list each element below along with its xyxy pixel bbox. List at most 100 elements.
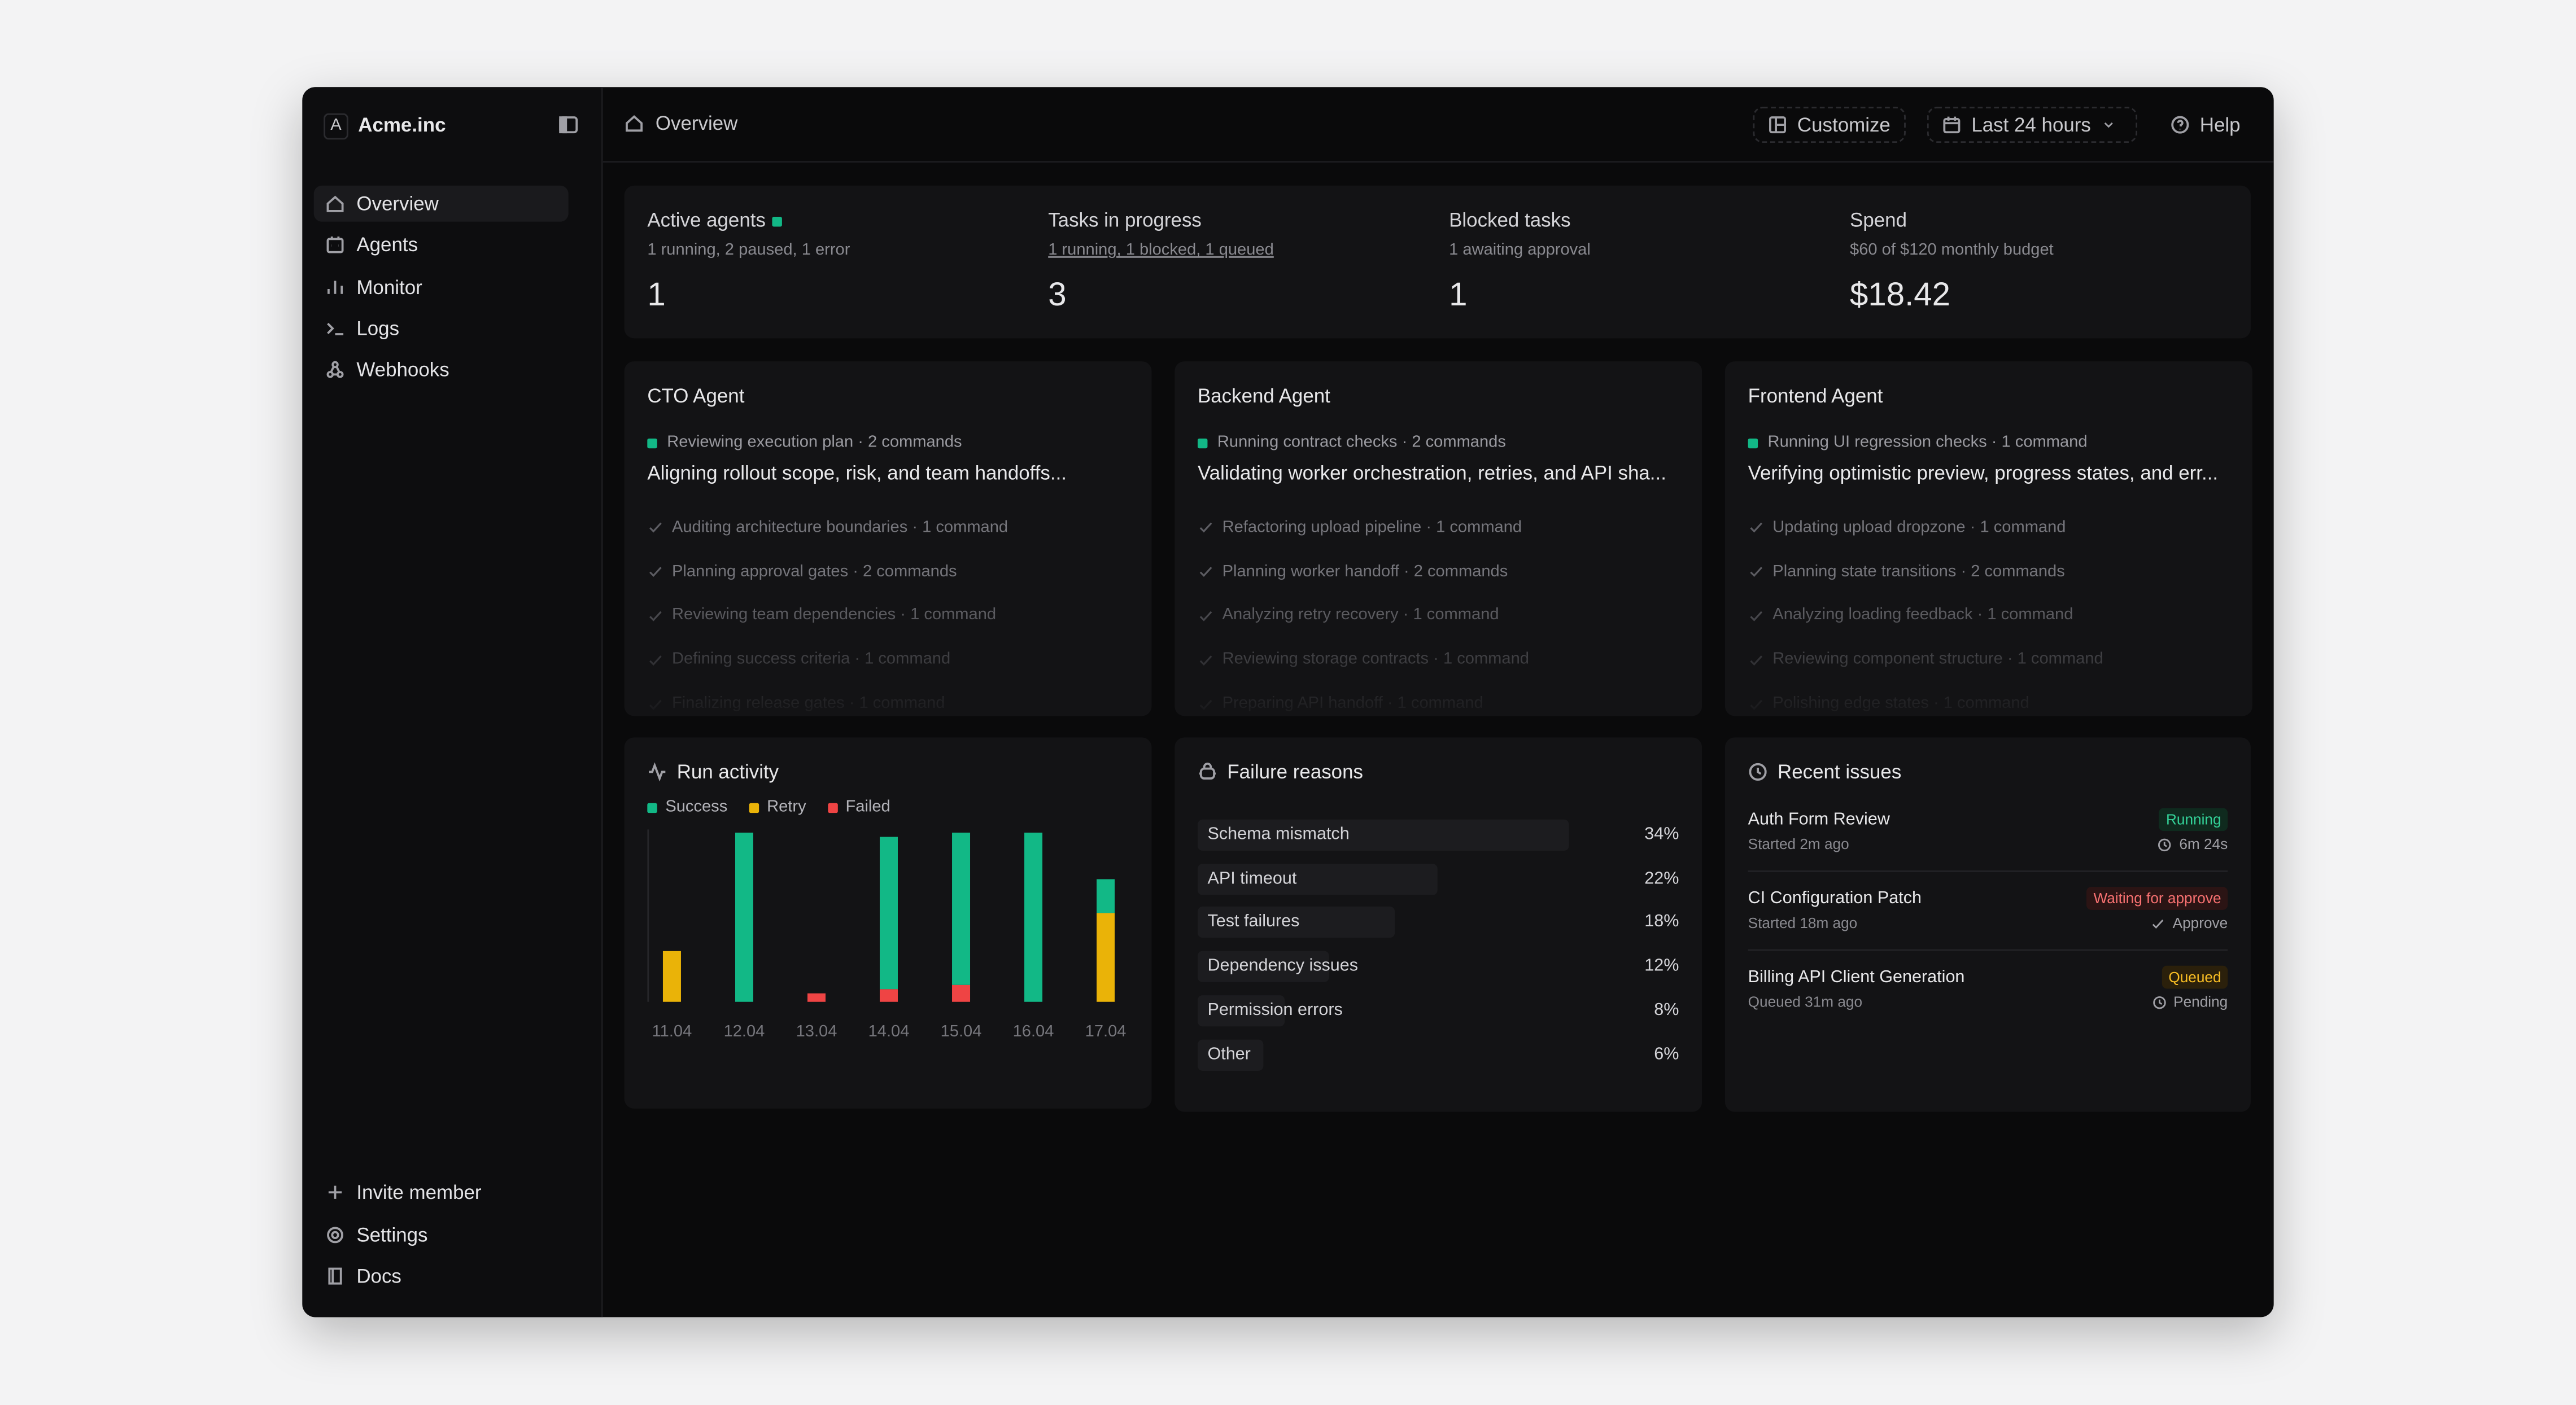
issue-title[interactable]: Billing API Client Generation	[1748, 967, 1965, 987]
card-title: Failure reasons	[1198, 760, 1363, 784]
bar-segment	[880, 989, 898, 1002]
icon-part	[1199, 767, 1215, 780]
step-text: Refactoring upload pipeline · 1 command	[1222, 519, 1522, 537]
button-label: Help	[2199, 113, 2241, 137]
nav-item[interactable]: Logs	[314, 310, 569, 347]
icon-part	[649, 567, 662, 577]
sidebar-toggle[interactable]	[558, 115, 578, 135]
range-button[interactable]: Last 24 hours	[1927, 107, 2138, 143]
failure-bar	[1197, 819, 1569, 851]
legend-entry: Failed	[827, 798, 890, 816]
legend-swatch	[827, 802, 837, 812]
icon-part	[326, 238, 344, 254]
agent-current: Reviewing execution plan · 2 commands	[647, 434, 962, 452]
issue-detail: Pending	[2152, 993, 2228, 1010]
stat: Spend $60 of $120 monthly budget $18.42	[1850, 186, 2251, 339]
icon-part	[2164, 841, 2168, 847]
card-title: Recent issues	[1748, 760, 1902, 784]
bar-segment	[1097, 913, 1115, 1002]
icon-part	[2177, 120, 2184, 130]
bar-segment	[807, 993, 826, 1002]
chevron-icon	[2103, 122, 2112, 128]
x-tick-label: 11.04	[652, 1022, 692, 1040]
workspace-name[interactable]: Acme.inc	[358, 113, 446, 137]
nav-item[interactable]: Agents	[314, 227, 569, 263]
icon-part	[649, 762, 666, 782]
step: Reviewing storage contracts · 1 command	[1198, 638, 1686, 682]
icon-part	[1750, 523, 1763, 533]
icon	[649, 523, 662, 533]
topbar: Overview Customize Last 24 hours Help	[602, 87, 2274, 163]
icon-part	[1943, 118, 1961, 134]
failure-reasons-card: Failure reasons Schema mismatch 34% API ti…	[1175, 737, 1702, 1112]
icon-part	[331, 1230, 339, 1238]
icon-part	[1750, 567, 1763, 577]
nav-item[interactable]: Settings	[314, 1216, 569, 1252]
stat-detail: 1 running, 1 blocked, 1 queued	[1048, 241, 1274, 260]
title-text: Recent issues	[1778, 760, 1902, 784]
icon	[326, 361, 344, 379]
help-icon	[2171, 116, 2189, 134]
help-button[interactable]: Help	[2157, 107, 2254, 143]
failure-percent: 8%	[1654, 1000, 1679, 1020]
button-label: Customize	[1797, 113, 1890, 137]
customize-button[interactable]: Customize	[1753, 107, 1906, 143]
icon-part	[331, 361, 339, 369]
icon-part	[326, 195, 344, 212]
step-text: Finalizing release gates · 1 command	[671, 694, 945, 713]
step: Reviewing team dependencies · 1 command	[647, 594, 1135, 638]
icon	[1199, 523, 1212, 533]
status-dot	[647, 437, 657, 448]
stat: Blocked tasks 1 awaiting approval 1	[1449, 186, 1850, 339]
bar-segment	[1097, 879, 1115, 913]
step: Updating upload dropzone · 1 command	[1748, 506, 2236, 550]
nav-item[interactable]: Monitor	[314, 269, 569, 305]
icon	[326, 237, 344, 254]
failure-bar	[1197, 863, 1438, 895]
bar-segment	[952, 984, 971, 1002]
stat-detail: 1 running, 2 paused, 1 error	[647, 241, 850, 260]
step: Reviewing component structure · 1 comman…	[1748, 638, 2236, 682]
status-badge: Queued	[2162, 965, 2228, 989]
x-tick-label: 12.04	[724, 1022, 765, 1040]
nav-item[interactable]: Webhooks	[314, 352, 569, 388]
icon-part	[326, 371, 334, 379]
detail-text: Pending	[2173, 993, 2228, 1010]
icon-part	[1199, 763, 1216, 775]
failure-label: Schema mismatch	[1207, 824, 1350, 844]
icon	[2153, 995, 2166, 1008]
icon	[1199, 567, 1212, 577]
step: Finalizing release gates · 1 command	[647, 682, 1135, 716]
issue-detail: 6m 24s	[2158, 836, 2228, 852]
status-dot	[772, 216, 783, 227]
nav-label: Invite member	[356, 1180, 482, 1204]
failure-percent: 18%	[1644, 912, 1679, 932]
separator	[1748, 870, 2228, 872]
step: Auditing architecture boundaries · 1 com…	[647, 506, 1135, 550]
icon	[1750, 655, 1763, 666]
customize-icon	[1769, 116, 1786, 134]
icon-part	[649, 523, 662, 533]
nav-item[interactable]: Invite member	[314, 1174, 569, 1210]
step-text: Auditing architecture boundaries · 1 com…	[671, 519, 1008, 537]
agent-name: Frontend Agent	[1748, 384, 1883, 408]
icon-part	[1757, 768, 1762, 775]
calendar-icon	[1943, 116, 1961, 134]
nav-item[interactable]: Overview	[313, 185, 569, 222]
icon	[327, 322, 344, 335]
step-list: Refactoring upload pipeline · 1 command P…	[1198, 506, 1686, 716]
workspace-avatar: A	[324, 113, 348, 140]
issue-title[interactable]: CI Configuration Patch	[1748, 888, 1922, 908]
x-tick-label: 16.04	[1013, 1022, 1054, 1040]
icon	[1750, 523, 1763, 533]
step: Preparing API handoff · 1 command	[1198, 682, 1686, 716]
nav-item[interactable]: Docs	[314, 1258, 569, 1294]
icon-part	[330, 366, 340, 376]
step-list: Updating upload dropzone · 1 command Plan…	[1748, 506, 2236, 716]
issue-title[interactable]: Auth Form Review	[1748, 809, 1890, 830]
icon-part	[1199, 611, 1212, 621]
chart: 11.04 12.04 13.04 14.04 15.04 16.04 17.04	[647, 829, 1126, 1040]
stat-label: Active agents	[647, 208, 783, 231]
stat-detail: $60 of $120 monthly budget	[1850, 241, 2054, 260]
